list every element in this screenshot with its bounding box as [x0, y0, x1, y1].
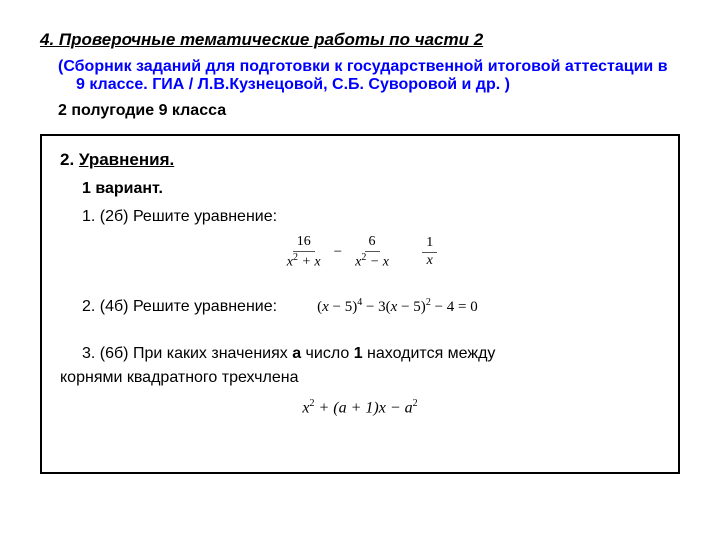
section-heading: 4. Проверочные тематические работы по ча… [40, 30, 680, 50]
equation-1: 16 x2 + x − 6 x2 − x 1 x [60, 234, 660, 271]
equation-2: (x − 5)4 − 3(x − 5)2 − 4 = 0 [317, 297, 478, 316]
minus-op: − [334, 244, 342, 261]
fraction-3: 1 x [422, 235, 437, 270]
frac3-num: 1 [422, 235, 437, 253]
title-number: 2. [60, 150, 79, 169]
fraction-2: 6 x2 − x [351, 234, 393, 271]
source-reference: (Сборник заданий для подготовки к госуда… [58, 58, 680, 94]
frac3-den: x [423, 253, 437, 270]
task-2-label: 2. (4б) Решите уравнение: [82, 298, 277, 316]
variant-label: 1 вариант. [82, 180, 660, 198]
task-2-row: 2. (4б) Решите уравнение: (x − 5)4 − 3(x… [82, 297, 660, 316]
semester-label: 2 полугодие 9 класса [58, 102, 680, 120]
equation-3: x2 + (a + 1)x − a2 [60, 398, 660, 417]
source-text: Сборник заданий для подготовки к государ… [63, 58, 667, 93]
task3-indent: 3. (6б) При каких значениях а число 1 на… [82, 345, 495, 362]
frac1-den: x2 + x [283, 252, 325, 271]
title-underline: Уравнения. [79, 150, 174, 169]
box-title: 2. Уравнения. [60, 150, 660, 170]
frac2-den: x2 − x [351, 252, 393, 271]
worksheet-box: 2. Уравнения. 1 вариант. 1. (2б) Решите … [40, 134, 680, 474]
gap-op [402, 244, 413, 261]
task3-line2: корнями квадратного трехчлена [60, 369, 298, 386]
task-1-label: 1. (2б) Решите уравнение: [82, 208, 660, 226]
task-3: 3. (6б) При каких значениях а число 1 на… [60, 342, 660, 390]
frac2-num: 6 [365, 234, 380, 252]
frac1-num: 16 [293, 234, 315, 252]
fraction-1: 16 x2 + x [283, 234, 325, 271]
